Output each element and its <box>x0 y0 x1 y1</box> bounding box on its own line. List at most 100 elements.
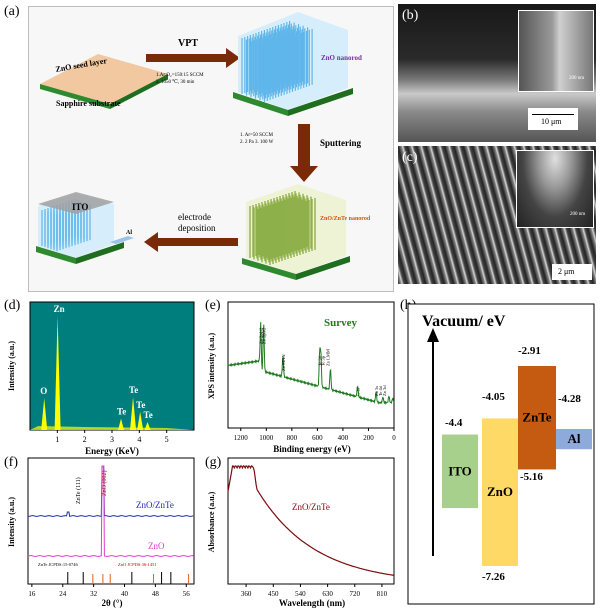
eds-peak-label: Te <box>136 400 145 410</box>
eds-peak <box>118 418 125 430</box>
eds-peak-label: Te <box>144 410 153 420</box>
eds-peak <box>54 316 61 430</box>
xrd-zno-line <box>27 465 194 557</box>
vpt-condition-2: 2. 1050 ℃, 30 min <box>156 79 195 85</box>
xrd-ylabel: Intensity (a.u.) <box>7 497 16 547</box>
xps-xtick: 200 <box>363 434 374 442</box>
zno-top-value: -4.05 <box>482 391 505 403</box>
band-label-zno: ZnO <box>487 484 513 499</box>
xps-peak-label: C 1s <box>356 388 361 396</box>
band-ito <box>442 434 478 509</box>
electrode-deposition-arrow <box>144 232 238 252</box>
zno-znte-nanorod-array <box>242 184 350 280</box>
xps-xtick: 400 <box>338 434 349 442</box>
electrode-label-1: electrode <box>178 212 211 222</box>
eds-peak <box>41 398 48 430</box>
ref-znte: ZnTe JCPDS:15-0746 <box>38 562 79 567</box>
xps-peak-label: Zn 3d <box>382 385 387 396</box>
inset-scale-c: 200 nm <box>570 212 586 217</box>
absorbance-xtick: 630 <box>322 590 333 598</box>
eds-xtick: 1 <box>55 435 59 444</box>
absorbance-ylabel: Absorbance (a.u.) <box>207 491 216 552</box>
eds-peak-label: O <box>40 386 47 396</box>
xps-peak-label: Zn 2p1/2 <box>259 328 264 344</box>
xps-peak-label: Zn LMM <box>326 349 331 366</box>
chart-g: ZnO/ZnTe 360 450 540 630 720 810 Wavelength (… <box>207 457 395 608</box>
xrd-znoznte-line <box>27 465 194 518</box>
eds-peak <box>137 411 144 430</box>
sem-image-c: 200 nm 2 μm <box>398 146 596 284</box>
xps-survey-line <box>227 322 395 405</box>
xps-peak-label: Te 4d <box>378 385 383 396</box>
eds-xtick: 5 <box>165 435 169 444</box>
panel-label-c: (c) <box>402 150 418 165</box>
znte-top-value: -2.91 <box>518 345 541 357</box>
core-shell-label: ZnO/ZnTe nanorod <box>320 216 371 222</box>
sputtering-condition-1: 1. Ar=50 SCCM <box>240 133 274 138</box>
absorbance-line <box>227 465 394 576</box>
eds-peak <box>130 396 137 430</box>
xrd-xtick: 48 <box>152 590 160 598</box>
xps-xtick: 1000 <box>259 434 274 442</box>
absorbance-legend: ZnO/ZnTe <box>292 502 330 512</box>
al-electrode <box>110 236 134 244</box>
sputtering-condition-2: 2. 2 Pa 3. 100 W <box>240 140 274 145</box>
xps-xtick: 800 <box>287 434 298 442</box>
panel-label-b: (b) <box>402 8 419 23</box>
eds-xtick: 2 <box>83 435 87 444</box>
panel-label-g: (g) <box>205 455 222 470</box>
zno-nanorod-label: ZnO nanorod <box>321 54 362 62</box>
ref-zno: ZnO JCPDS:36-1451 <box>118 562 157 567</box>
band-znte <box>518 366 556 470</box>
zno-nanorod-array <box>233 12 353 116</box>
band-label-znte: ZnTe <box>522 410 551 425</box>
band-al <box>556 428 592 450</box>
panel-a-schematic: ZnO seed layer Sapphire substrate VPT 1.… <box>36 12 371 280</box>
eds-ylabel: Intensity (a.u.) <box>7 341 16 391</box>
band-title: Vacuum/ eV <box>422 313 506 330</box>
xrd-xlabel: 2θ (°) <box>101 598 122 608</box>
eds-peak-label: Zn <box>54 304 65 314</box>
xps-ylabel: XPS intensity (a.u.) <box>207 333 216 400</box>
chart-f: ZnO (002) ZnTe (111) ZnO/ZnTe ZnO ZnTe J… <box>7 457 195 608</box>
panel-label-e: (e) <box>205 298 221 313</box>
xps-peak-label: Zn 2p3/2 <box>262 328 267 344</box>
absorbance-xtick: 450 <box>268 590 279 598</box>
eds-xtick: 4 <box>137 435 141 444</box>
scale-bar-box-b <box>528 108 578 130</box>
absorbance-xtick: 360 <box>241 590 252 598</box>
absorbance-xtick: 810 <box>377 590 388 598</box>
xrd-xtick: 32 <box>90 590 98 598</box>
xps-xtick: 0 <box>392 434 396 442</box>
xps-peak-label: Te 3d <box>318 355 323 366</box>
xps-peak-label: Zn MNN <box>281 354 286 371</box>
seed-layer-plate <box>40 54 168 104</box>
ito-layer <box>38 192 114 214</box>
band-label-al: Al <box>568 431 581 446</box>
scale-bar-c: 2 μm <box>558 267 575 276</box>
ito-top-value: -4.4 <box>445 417 463 429</box>
xrd-xtick: 56 <box>183 590 191 598</box>
eds-peak-label: Te <box>117 407 126 417</box>
sputtering-arrow <box>290 124 318 182</box>
inset-scale-b: 200 nm <box>569 76 585 81</box>
xps-xtick: 1200 <box>234 434 249 442</box>
vpt-label: VPT <box>178 38 198 49</box>
electrode-label-2: deposition <box>178 223 216 233</box>
sem-inset-b <box>518 10 594 92</box>
substrate-label: Sapphire substrate <box>56 99 121 108</box>
sputtering-label: Sputtering <box>320 138 362 148</box>
absorbance-xtick: 720 <box>350 590 361 598</box>
xps-peak-label: Te 3p <box>320 355 325 366</box>
eds-xlabel: Energy (KeV) <box>85 446 139 456</box>
xrd-xtick: 40 <box>121 590 129 598</box>
xrd-xtick: 24 <box>59 590 67 598</box>
xps-xtick: 600 <box>312 434 323 442</box>
chart-h: Vacuum/ eV ITO ZnO ZnTe Al -4.4 -4.05 -2.91… <box>407 303 595 605</box>
znte-111-annotation: ZnTe (111) <box>75 477 82 504</box>
xps-xlabel: Binding energy (eV) <box>273 444 351 454</box>
xps-title: Survey <box>324 317 358 329</box>
band-zno <box>482 418 518 566</box>
absorbance-xtick: 540 <box>295 590 306 598</box>
